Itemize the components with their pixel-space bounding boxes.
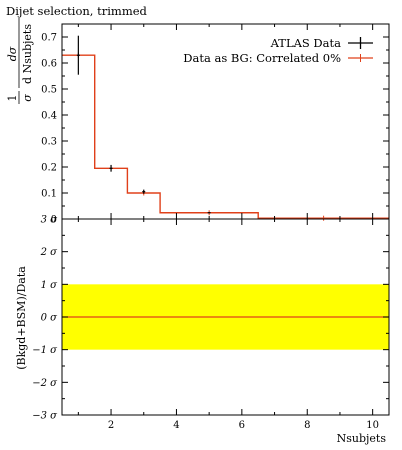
ylabel-num-2: dσ [6, 46, 19, 61]
ratio-y-tick-label: 2 σ [40, 247, 59, 258]
main-panel: 0 0.1 0.2 0.3 0.4 0.5 0.6 0.7 1 σ dσ d Nsubjets… [6, 18, 390, 226]
ratio-x-tick-label: 2 [108, 420, 114, 431]
ratio-y-tick-label: −3 σ [32, 411, 58, 422]
main-y-tick-label: 0 [51, 215, 57, 226]
ratio-y-tick-label: 0 σ [41, 313, 59, 324]
ratio-y-tick-label: −2 σ [32, 378, 58, 389]
ratio-y-tick-label: −1 σ [32, 345, 58, 356]
ratio-y-tick-label: 3 σ [41, 215, 59, 226]
legend-label-atlas-data: ATLAS Data [270, 36, 342, 50]
main-y-tick-label: 0.2 [41, 163, 57, 174]
ylabel-num-1: 1 [6, 95, 19, 102]
ratio-x-tick-label: 8 [304, 420, 310, 431]
legend: ATLAS Data Data as BG: Correlated 0% [183, 36, 373, 65]
ratio-x-tick-label: 6 [239, 420, 245, 431]
mc-step-line [62, 54, 389, 219]
ylabel-den-2: d Nsubjets [21, 24, 34, 84]
main-y-tick-label: 0.7 [41, 33, 57, 44]
ratio-y-ticks: −3 σ −2 σ −1 σ 0 σ 1 σ 2 σ 3 σ [32, 215, 389, 422]
legend-label-correlated: Data as BG: Correlated 0% [183, 51, 341, 65]
ratio-x-tick-label: 10 [366, 420, 379, 431]
ratio-band-layer [62, 284, 389, 350]
ratio-x-ticks: 2 4 6 8 10 [77, 219, 379, 431]
chart-title: Dijet selection, trimmed [6, 4, 148, 18]
main-y-tick-label: 0.3 [41, 137, 57, 148]
ylabel-den-1: σ [21, 94, 34, 102]
main-y-ticks: 0 0.1 0.2 0.3 0.4 0.5 0.6 0.7 [41, 33, 389, 226]
ratio-x-tick-label: 4 [173, 420, 179, 431]
main-y-tick-label: 0.4 [41, 111, 57, 122]
ratio-panel: −3 σ −2 σ −1 σ 0 σ 1 σ 2 σ 3 σ 2 4 6 8 10 (Bkgd+BS… [15, 215, 390, 445]
ratio-y-tick-label: 1 σ [41, 280, 59, 291]
ratio-x-axis-label: Nsubjets [337, 432, 387, 445]
main-band-layer [62, 35, 389, 221]
main-y-tick-label: 0.6 [41, 59, 57, 70]
main-y-axis-label: 1 σ dσ d Nsubjets [6, 18, 34, 104]
ratio-y-axis-label: (Bkgd+BSM)/Data [15, 266, 28, 370]
main-y-tick-label: 0.5 [41, 85, 57, 96]
main-y-tick-label: 0.1 [41, 189, 57, 200]
